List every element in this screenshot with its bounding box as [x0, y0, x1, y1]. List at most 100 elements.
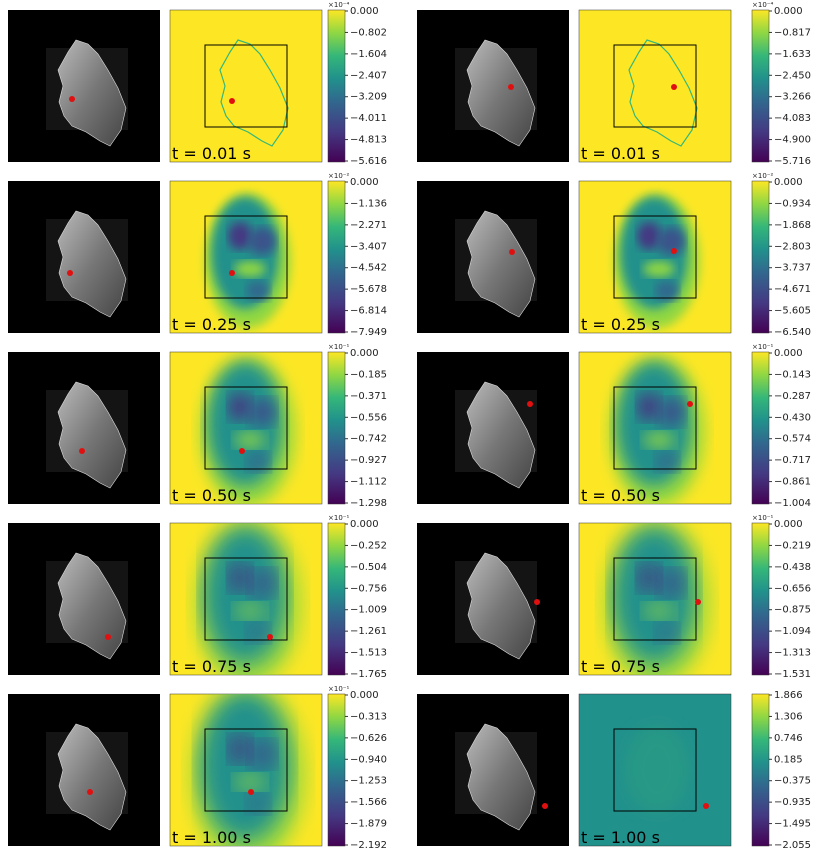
- heatmap-background: [579, 10, 731, 162]
- colorbar-tick-label: −2.407: [350, 70, 387, 81]
- colorbar-tick-label: −1.094: [774, 626, 811, 637]
- colorbar-exponent: ×10⁻¹: [752, 514, 773, 522]
- colorbar-tick-label: 0.185: [774, 754, 803, 765]
- response-blob: [613, 527, 695, 663]
- response-gap: [234, 603, 266, 619]
- colorbar-exponent: ×10⁻²: [328, 172, 349, 180]
- probe-point: [229, 270, 235, 276]
- colorbar-tick-label: −0.927: [350, 455, 387, 466]
- colorbar-tick-label: −1.261: [350, 626, 387, 637]
- colorbar-tick-label: −4.011: [350, 113, 387, 124]
- colorbar-tick-label: −1.313: [774, 648, 811, 659]
- heatmap: t = 0.01 s: [579, 10, 731, 163]
- input-image: [417, 352, 569, 504]
- time-label: t = 0.75 s: [581, 657, 660, 676]
- probe-point: [534, 599, 540, 605]
- colorbar: [752, 352, 769, 504]
- response-blob: [228, 222, 252, 250]
- colorbar-tick-label: −0.185: [350, 369, 387, 380]
- response-blob: [248, 227, 276, 255]
- probe-point: [542, 803, 548, 809]
- response-blob: [657, 398, 685, 426]
- colorbar-tick-label: −6.540: [774, 327, 811, 338]
- colorbar-tick-label: −1.765: [350, 669, 387, 680]
- colorbar: [328, 694, 345, 846]
- colorbar-tick-label: 1.306: [774, 711, 803, 722]
- colorbar-tick-label: 0.746: [774, 733, 803, 744]
- probe-point: [79, 448, 85, 454]
- input-image: [8, 10, 160, 162]
- colorbar-tick-label: −1.253: [350, 776, 387, 787]
- probe-point: [695, 599, 701, 605]
- colorbar: [328, 523, 345, 675]
- colorbar-tick-label: −0.875: [774, 605, 811, 616]
- colorbar-exponent: ×10⁻¹: [328, 514, 349, 522]
- colorbar-tick-label: 0.000: [774, 177, 803, 188]
- input-image: [417, 181, 569, 333]
- colorbar-tick-label: −0.143: [774, 369, 811, 380]
- heatmap: t = 1.00 s: [579, 694, 731, 847]
- response-gap: [643, 432, 675, 448]
- colorbar-tick-label: −3.737: [774, 263, 811, 274]
- colorbar-exponent: ×10⁻²: [752, 172, 773, 180]
- colorbar-tick-label: −1.136: [350, 198, 387, 209]
- probe-point: [687, 401, 693, 407]
- probe-point: [239, 448, 245, 454]
- colorbar-tick-label: −0.504: [350, 562, 387, 573]
- heatmap: t = 0.01 s: [170, 10, 322, 163]
- response-gap: [234, 261, 266, 277]
- colorbar-tick-label: 0.000: [350, 348, 379, 359]
- response-blob: [248, 740, 276, 768]
- colorbar-tick-label: −0.656: [774, 583, 811, 594]
- response-blob: [657, 569, 685, 597]
- response-blob: [228, 564, 252, 592]
- colorbar-tick-label: −3.407: [350, 241, 387, 252]
- colorbar-tick-label: −4.083: [774, 113, 811, 124]
- colorbar-tick-label: −0.287: [774, 391, 811, 402]
- heatmap: t = 0.25 s: [579, 181, 731, 334]
- colorbar-tick-label: −1.009: [350, 605, 387, 616]
- colorbar-exponent: ×10⁻¹: [328, 343, 349, 351]
- response-blob: [228, 735, 252, 763]
- probe-point: [509, 249, 515, 255]
- colorbar-tick-label: −3.266: [774, 92, 811, 103]
- input-image: [8, 694, 160, 846]
- colorbar-tick-label: −0.817: [774, 27, 811, 38]
- response-blob: [201, 692, 290, 840]
- probe-point: [527, 401, 533, 407]
- colorbar-tick-label: −2.803: [774, 241, 811, 252]
- probe-point: [671, 248, 677, 254]
- colorbar-tick-label: −0.252: [350, 540, 387, 551]
- colorbar-tick-label: −0.375: [774, 776, 811, 787]
- colorbar: [328, 10, 345, 162]
- time-label: t = 0.25 s: [172, 315, 251, 334]
- response-blob: [637, 222, 661, 250]
- colorbar: [328, 181, 345, 333]
- colorbar-tick-label: −5.678: [350, 284, 387, 295]
- colorbar: [328, 352, 345, 504]
- figure: t = 0.01 s×10⁻⁴0.000−0.802−1.604−2.407−3…: [0, 0, 816, 852]
- probe-point: [229, 98, 235, 104]
- colorbar-tick-label: −4.542: [350, 263, 387, 274]
- colorbar-tick-label: −0.717: [774, 455, 811, 466]
- time-label: t = 1.00 s: [172, 828, 251, 847]
- colorbar-tick-label: −0.556: [350, 412, 387, 423]
- colorbar-tick-label: −1.531: [774, 669, 811, 680]
- colorbar-tick-label: −0.802: [350, 27, 387, 38]
- colorbar-tick-label: 0.000: [774, 519, 803, 530]
- colorbar-tick-label: −0.742: [350, 434, 387, 445]
- colorbar-tick-label: −0.626: [350, 733, 387, 744]
- probe-point: [267, 634, 273, 640]
- response-blob: [248, 398, 276, 426]
- heatmap: t = 0.50 s: [579, 352, 731, 506]
- input-image: [417, 10, 569, 162]
- time-label: t = 0.01 s: [172, 144, 251, 163]
- colorbar-tick-label: 0.000: [350, 177, 379, 188]
- response-blob: [208, 362, 282, 486]
- colorbar-tick-label: −0.313: [350, 711, 387, 722]
- time-label: t = 1.00 s: [581, 828, 660, 847]
- heatmap-field: [610, 358, 704, 507]
- colorbar-tick-label: −1.513: [350, 648, 387, 659]
- input-image: [8, 523, 160, 675]
- colorbar-tick-label: −0.756: [350, 583, 387, 594]
